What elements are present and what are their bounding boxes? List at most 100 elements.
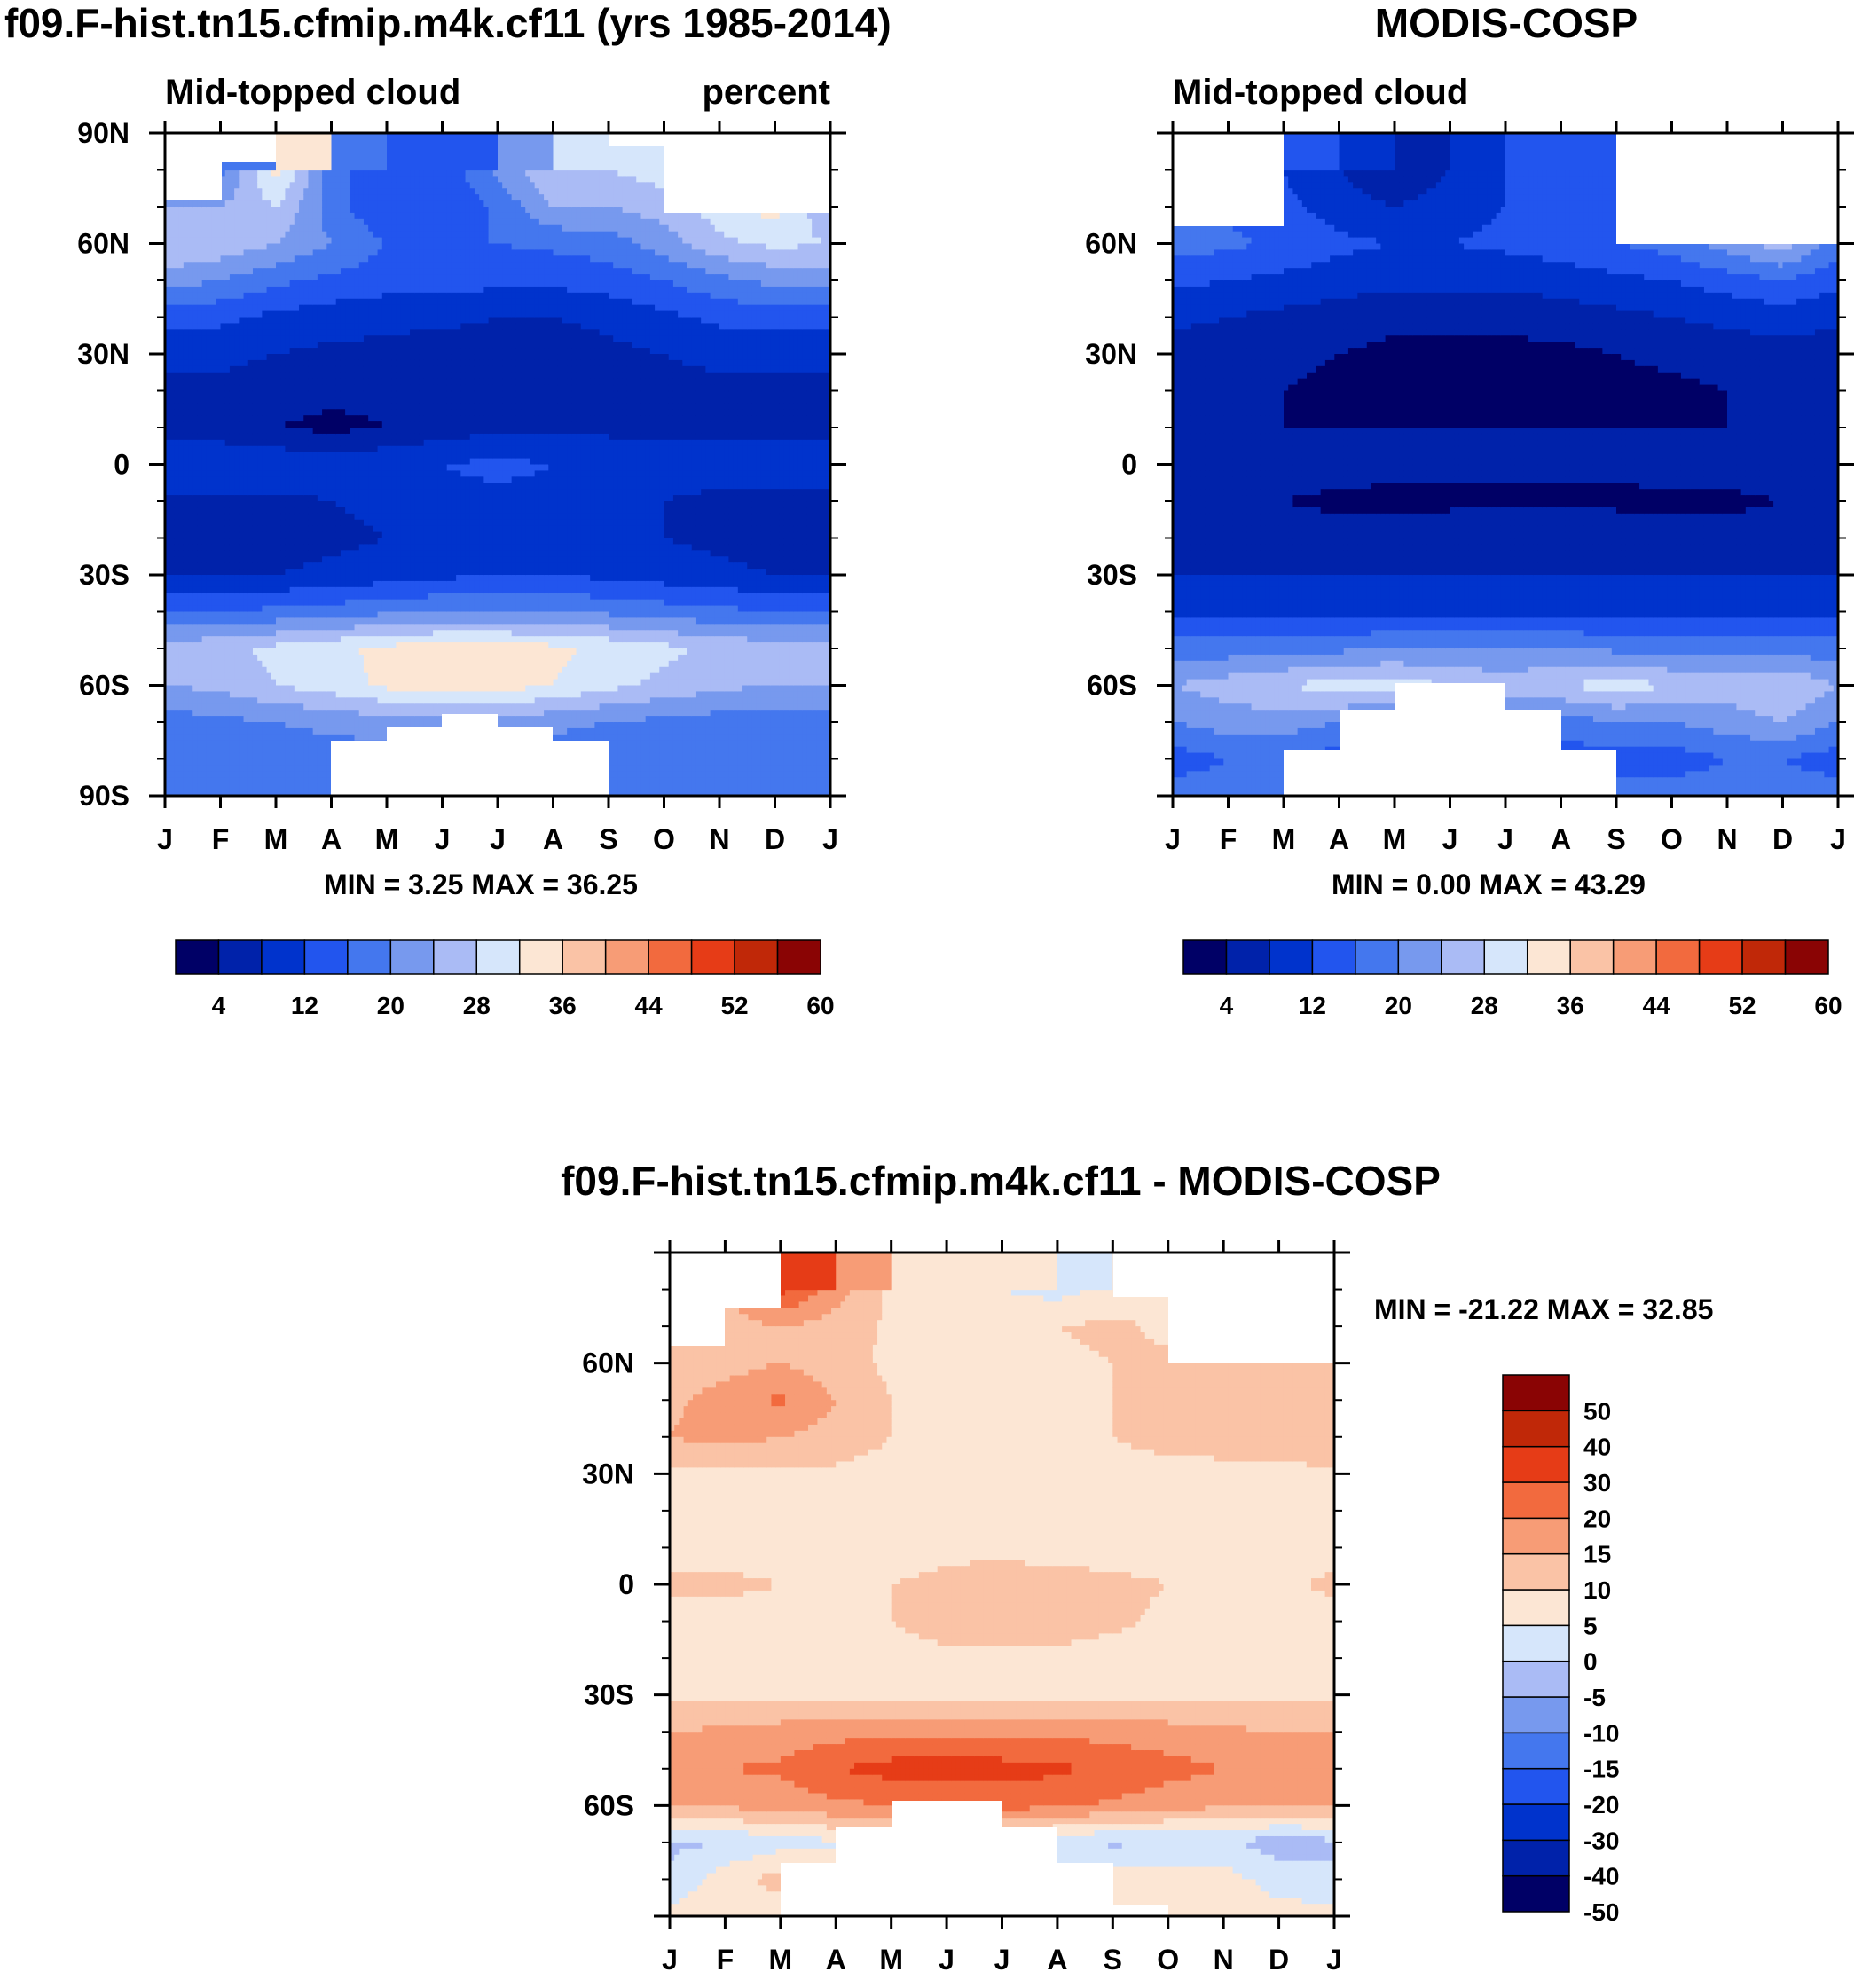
field-cell [197,562,202,570]
field-cell [202,691,208,698]
field-cell [169,617,175,625]
field-cell [179,655,185,662]
field-cell [179,379,185,386]
field-cell [188,428,193,435]
field-cell [169,360,175,367]
field-cell [179,617,185,625]
field-cell [197,759,202,766]
panel-model: f09.F-hist.tn15.cfmip.m4k.cf11 (yrs 1985… [4,0,892,1019]
field-cell [169,249,175,256]
field-cell [179,686,185,693]
field-cell [174,434,179,441]
field-cell [197,329,202,336]
field-cell [202,459,208,466]
field-cell [179,501,185,508]
field-cell [197,200,202,208]
field-cell [169,232,175,239]
field-cell [184,612,189,619]
field-cell [188,710,193,717]
field-cell [192,446,198,453]
field-cell [197,249,202,256]
field-cell [169,575,175,582]
field-cell [197,409,202,416]
field-cell [169,397,175,404]
field-cell [197,293,202,300]
field-cell [202,593,208,601]
field-cell [192,544,198,551]
field-cell [192,354,198,361]
field-cell [184,514,189,521]
field-cell [174,299,179,306]
field-cell [179,514,185,521]
field-cell [169,765,175,772]
field-cell [197,434,202,441]
field-cell [188,293,193,300]
field-cell [202,421,208,428]
field-cell [197,421,202,428]
field-cell [179,360,185,367]
field-cell [202,470,208,477]
field-cell [179,323,185,330]
field-cell [192,287,198,294]
panel-model-right-label: percent [703,73,831,112]
field-cell [174,661,179,668]
field-cell [192,587,198,594]
field-cell [192,225,198,232]
field-cell [169,507,175,515]
field-cell [192,673,198,680]
field-cell [188,421,193,428]
field-cell [188,274,193,281]
figure-canvas: f09.F-hist.tn15.cfmip.m4k.cf11 (yrs 1985… [0,0,1862,1984]
field-cell [174,465,179,472]
field-cell [174,391,179,398]
field-cell [179,735,185,742]
field-cell [184,329,189,336]
field-cell [192,483,198,490]
field-cell [169,655,175,662]
field-cell [174,759,179,766]
field-cell [179,575,185,582]
field-cell [188,255,193,263]
field-cell [188,219,193,226]
field-cell [188,680,193,687]
field-cell [192,366,198,373]
field-cell [174,268,179,275]
field-cell [174,753,179,760]
field-cell [188,600,193,607]
field-cell [169,354,175,361]
field-cell [188,446,193,453]
field-cell [174,686,179,693]
field-cell [202,520,208,527]
field-cell [202,765,208,772]
field-cell [188,238,193,245]
field-cell [188,544,193,551]
field-cell [188,636,193,643]
field-cell [188,348,193,355]
field-cell [179,587,185,594]
field-cell [188,735,193,742]
field-cell [174,483,179,490]
field-cell [202,710,208,717]
field-cell [174,323,179,330]
field-cell [184,249,189,256]
field-cell [202,606,208,613]
field-cell [184,219,189,226]
field-cell [174,617,179,625]
field-cell [192,385,198,392]
field-cell [202,434,208,441]
field-cell [179,562,185,570]
field-cell [202,550,208,557]
field-cell [188,225,193,232]
field-cell [184,262,189,269]
field-cell [202,476,208,483]
field-cell [202,680,208,687]
field-cell [197,575,202,582]
field-cell [174,741,179,748]
field-cell [197,526,202,533]
field-cell [197,642,202,649]
field-cell [179,710,185,717]
field-cell [174,520,179,527]
field-cell [192,373,198,380]
field-cell [174,710,179,717]
field-cell [192,686,198,693]
